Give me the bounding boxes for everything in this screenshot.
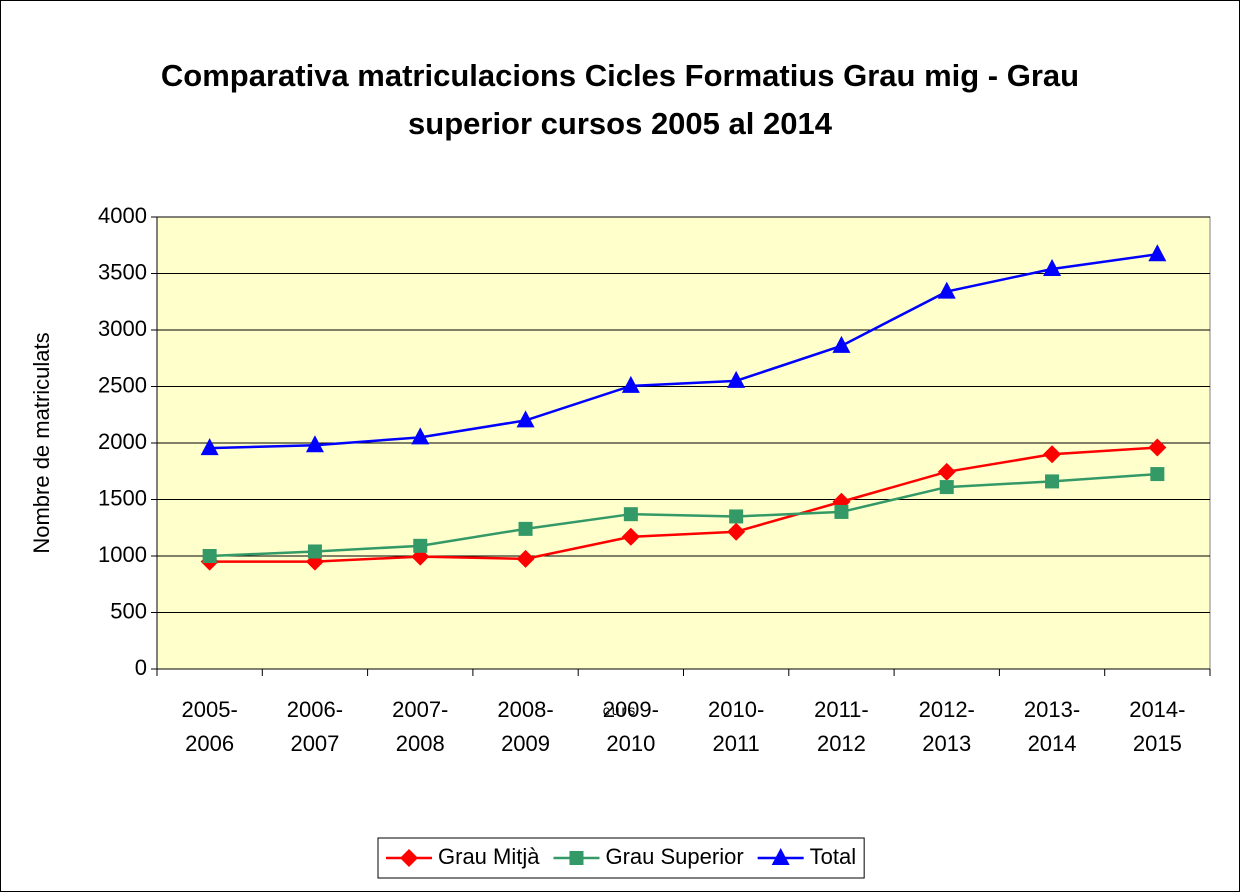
legend-marker (569, 851, 584, 865)
marker (1148, 438, 1167, 457)
marker (518, 521, 533, 536)
marker (623, 507, 638, 522)
x-tick-label: 2009-2010 (602, 697, 659, 756)
marker (727, 370, 746, 388)
x-tick-label: 2013-2014 (1023, 697, 1081, 756)
series-line (209, 472, 1158, 558)
marker (832, 335, 851, 353)
marker (1148, 244, 1167, 262)
series-line (209, 253, 1158, 450)
marker (307, 544, 322, 559)
marker (1043, 445, 1062, 464)
x-tick-label: 2007-2008 (392, 697, 449, 756)
x-tick-label: 2006-2007 (286, 697, 344, 756)
x-tick-label: 2010-2011 (708, 697, 765, 756)
legend: Grau Mitjà Grau Superior Total (377, 837, 865, 879)
y-tick-label: 3000 (98, 316, 147, 341)
marker (939, 480, 954, 495)
marker (200, 438, 219, 456)
x-tick-label: 2005-2006 (181, 697, 238, 756)
y-tick-label: 1500 (98, 485, 147, 510)
y-tick-label: 3500 (98, 259, 147, 284)
y-tick-label: 4000 (98, 203, 147, 228)
y-tick-label: 500 (110, 598, 147, 623)
marker (413, 538, 428, 553)
x-axis-label: curs (602, 702, 638, 718)
y-tick-label: 1000 (98, 542, 147, 567)
series-line (209, 446, 1158, 563)
legend-label: Grau Mitjà (438, 844, 540, 869)
marker (202, 549, 217, 563)
marker (305, 435, 324, 453)
marker (516, 549, 535, 568)
y-tick-label: 2500 (98, 372, 147, 397)
marker (1150, 467, 1165, 482)
y-tick-label: 2000 (98, 429, 147, 454)
marker (621, 527, 640, 546)
legend-marker (771, 848, 790, 865)
marker (727, 522, 746, 541)
x-tick-label: 2014-2015 (1129, 697, 1186, 756)
marker (516, 410, 535, 428)
y-axis-label: Nombre de matriculats (29, 332, 54, 553)
marker (1043, 258, 1062, 276)
x-tick-label: 2008-2009 (497, 697, 554, 756)
marker (411, 427, 430, 445)
legend-label: Grau Superior (605, 844, 743, 869)
y-tick-label: 0 (135, 655, 147, 680)
marker (729, 509, 744, 524)
marker (621, 375, 640, 393)
x-tick-label: 2011-2012 (814, 697, 869, 756)
chart-title: Comparativa matriculacions Cicles Format… (160, 58, 1080, 141)
marker (937, 281, 956, 299)
marker (1045, 474, 1060, 489)
marker (834, 504, 849, 519)
legend-label: Total (810, 844, 856, 869)
marker (937, 462, 956, 481)
x-tick-label: 2012-2013 (918, 697, 975, 756)
legend-marker (400, 849, 418, 867)
